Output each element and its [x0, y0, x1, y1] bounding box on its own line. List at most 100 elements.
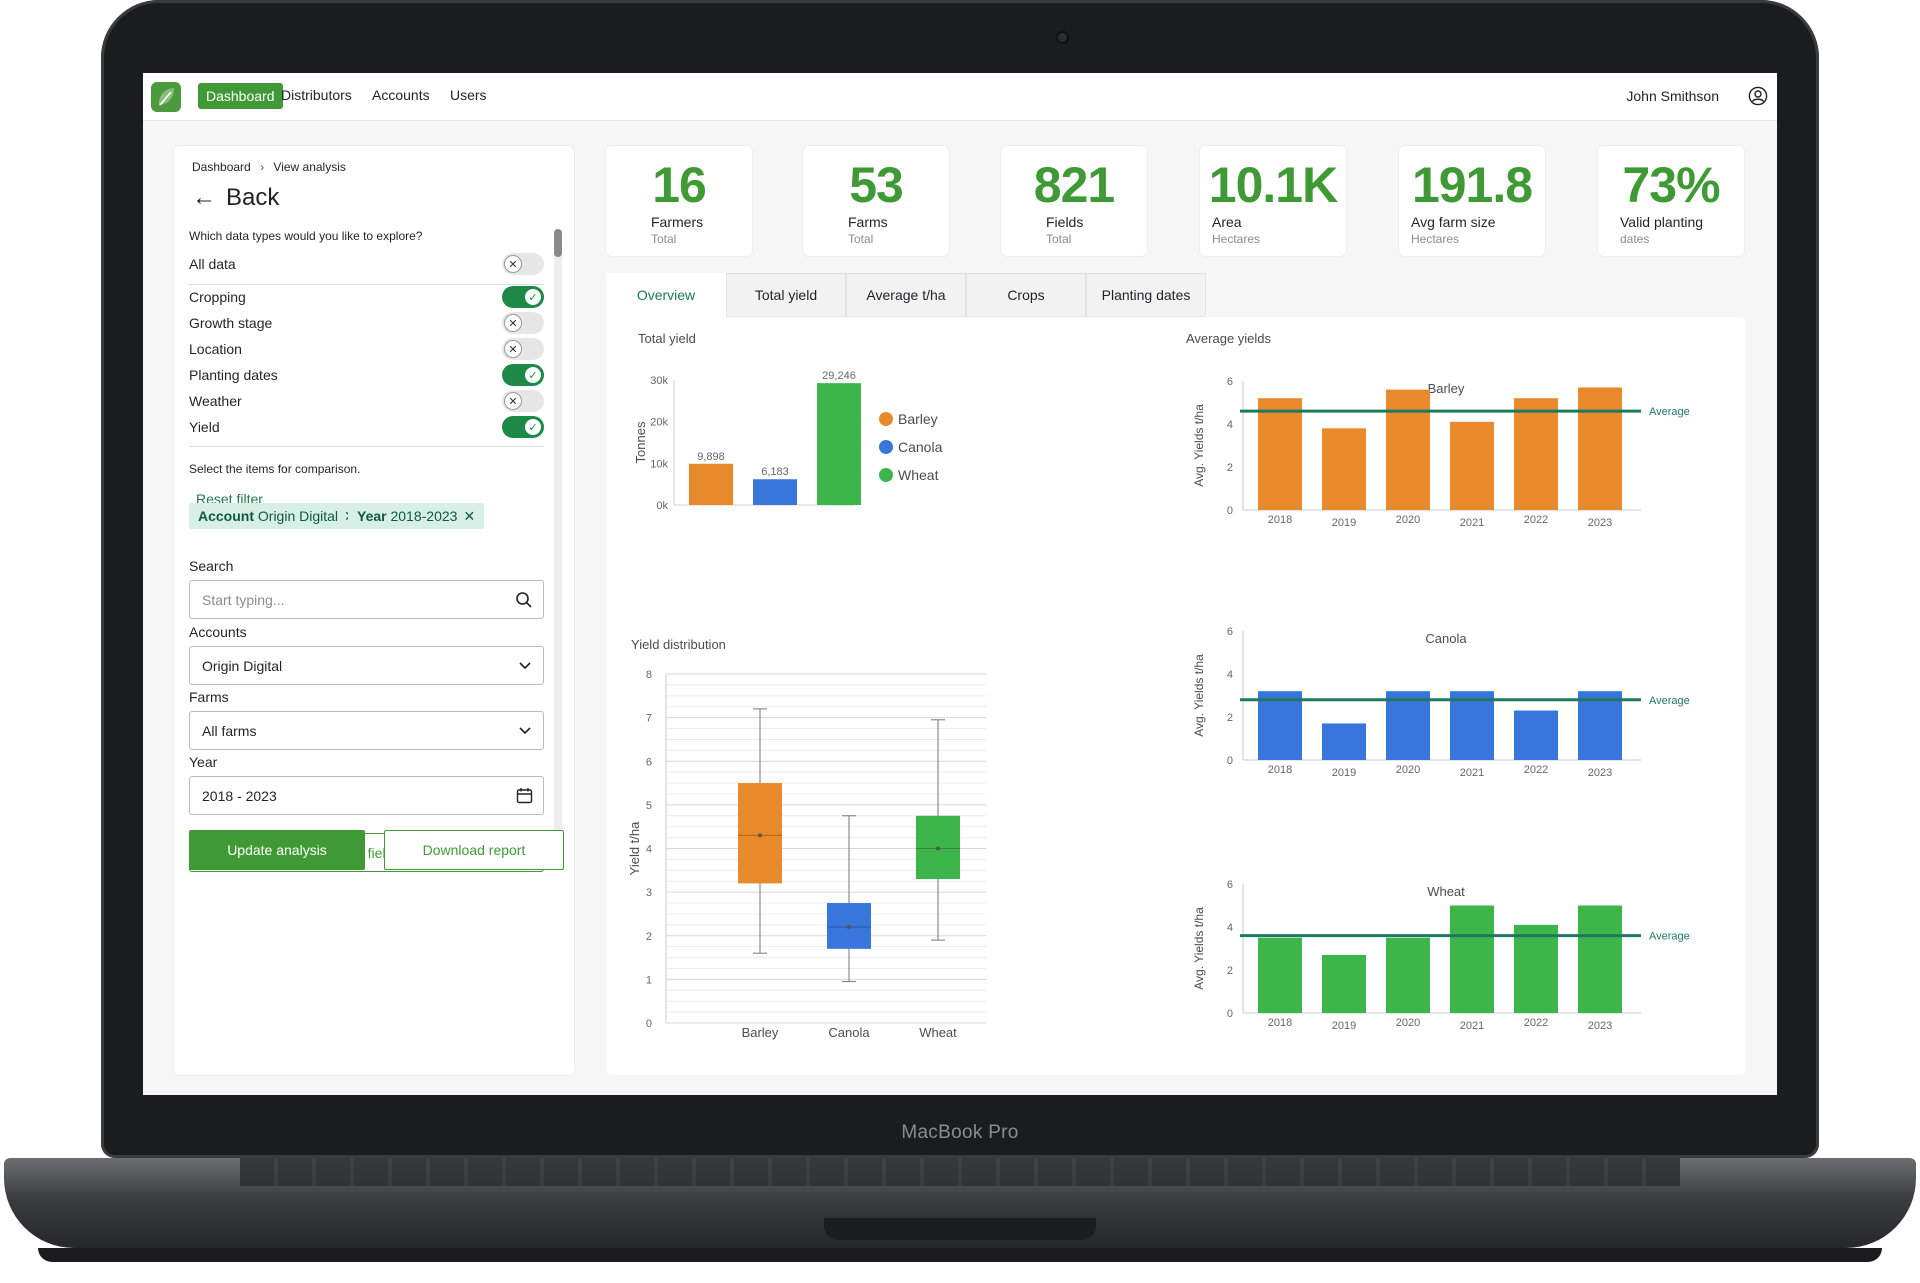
check-icon: ✓ [524, 418, 542, 436]
nav-accounts[interactable]: Accounts [372, 87, 430, 103]
y-tick-label: 6 [1227, 626, 1233, 638]
bar-2020 [1386, 389, 1430, 510]
kpi-card-area: 10.1K Area Hectares [1200, 146, 1346, 256]
kpi-subtitle: dates [1620, 232, 1650, 246]
user-avatar-icon[interactable] [1748, 86, 1768, 106]
legend-swatch-canola [879, 440, 893, 454]
tab-total-yield[interactable]: Total yield [726, 273, 846, 317]
accounts-select[interactable]: Origin Digital [189, 646, 544, 685]
back-button[interactable]: ← Back [192, 184, 279, 212]
y-axis-label: Avg. Yields t/ha [1192, 404, 1206, 487]
toggle-label: Planting dates [189, 367, 278, 383]
x-icon: ✕ [504, 392, 522, 410]
toggle-all-data[interactable]: ✕ [502, 253, 544, 275]
toggle-growth-stage[interactable]: ✕ [502, 312, 544, 334]
user-name[interactable]: John Smithson [1626, 88, 1719, 104]
bar-2018 [1258, 398, 1302, 510]
kpi-subtitle: Hectares [1212, 232, 1261, 246]
download-report-button[interactable]: Download report [384, 830, 564, 870]
farms-select[interactable]: All farms [189, 711, 544, 750]
toggle-location[interactable]: ✕ [502, 338, 544, 360]
bar-2019 [1322, 954, 1366, 1013]
bar-2023 [1578, 387, 1622, 510]
y-tick-label: 3 [646, 887, 652, 899]
y-tick-label: 4 [1227, 922, 1233, 934]
search-input[interactable]: Start typing... [189, 580, 544, 619]
x-icon: ✕ [504, 255, 522, 273]
tab-crops[interactable]: Crops [966, 273, 1086, 317]
toggle-planting-dates[interactable]: ✓ [502, 364, 544, 386]
legend-swatch-barley [879, 412, 893, 426]
toggle-row-weather: Weather ✕ [189, 388, 544, 414]
device-brand: MacBook Pro [901, 1122, 1019, 1143]
year-date-picker[interactable]: 2018 - 2023 [189, 776, 544, 815]
panel-scrollbar[interactable] [554, 229, 562, 869]
bar-2022 [1514, 710, 1558, 760]
nav-dashboard[interactable]: Dashboard [198, 83, 283, 109]
x-tick-label: 2018 [1268, 764, 1292, 776]
toggle-cropping[interactable]: ✓ [502, 286, 544, 308]
average-label: Average [1649, 406, 1690, 418]
bar-2022 [1514, 398, 1558, 510]
toggle-label: Weather [189, 393, 242, 409]
bar-2022 [1514, 924, 1558, 1013]
nav-users[interactable]: Users [450, 87, 487, 103]
total-yield-title: Total yield [638, 331, 696, 346]
kpi-value: 191.8 [1411, 157, 1533, 213]
toggle-weather[interactable]: ✕ [502, 390, 544, 412]
app-logo-leaf-icon[interactable] [151, 82, 181, 112]
kpi-value: 16 [652, 157, 707, 213]
filter-chip-year[interactable]: Year 2018-2023 ✕ [348, 503, 485, 529]
breadcrumb-dashboard[interactable]: Dashboard [192, 160, 251, 174]
arrow-left-icon: ← [192, 184, 216, 211]
calendar-icon [516, 788, 533, 804]
back-label: Back [226, 184, 280, 211]
toggle-label: Growth stage [189, 315, 273, 331]
bar-2020 [1386, 937, 1430, 1013]
x-tick-label: Barley [742, 1025, 779, 1040]
y-tick-label: 10k [650, 458, 668, 470]
bar-2023 [1578, 905, 1622, 1013]
year-label: Year [189, 754, 218, 770]
bar-2018 [1258, 937, 1302, 1013]
nav-distributors[interactable]: Distributors [281, 87, 352, 103]
barley-average-chart: 0 2 4 6 Avg. Yields t/ha Barley 2018 2019 2020 20… [1192, 376, 1690, 529]
kpi-subtitle: Hectares [1411, 232, 1460, 246]
tab-planting-dates[interactable]: Planting dates [1086, 273, 1206, 317]
chart-title: Wheat [1427, 884, 1465, 899]
accounts-label: Accounts [189, 624, 247, 640]
x-tick-label: 2018 [1268, 1017, 1292, 1029]
panel-scrollbar-thumb[interactable] [554, 229, 562, 257]
y-tick-label: 0 [1227, 755, 1233, 767]
kpi-card-farmers: 16 Farmers Total [606, 146, 752, 256]
close-icon[interactable]: ✕ [463, 507, 476, 524]
kpi-value: 73% [1622, 157, 1720, 213]
yield-distribution-chart: 0 1 2 3 4 5 6 7 8 Yield t/ha Barley Canola Wheat [627, 669, 986, 1040]
average-label: Average [1649, 931, 1690, 943]
y-tick-label: 0 [646, 1018, 652, 1030]
x-tick-label: 2023 [1588, 767, 1612, 779]
kpi-title: Fields [1046, 214, 1084, 230]
filter-chip-account[interactable]: Account Origin Digital ✕ [189, 503, 365, 529]
laptop-notch [824, 1218, 1096, 1240]
y-tick-label: 4 [646, 844, 652, 856]
toggle-label: Yield [189, 419, 220, 435]
bar-barley [689, 463, 733, 505]
camera-icon [1058, 33, 1067, 42]
toggle-row-location: Location ✕ [189, 336, 544, 362]
x-tick-label: 2022 [1524, 764, 1548, 776]
y-tick-label: 0 [1227, 505, 1233, 517]
bar-2019 [1322, 428, 1366, 510]
toggle-row-growth-stage: Growth stage ✕ [189, 310, 544, 336]
y-tick-label: 4 [1227, 419, 1233, 431]
y-axis-label: Yield t/ha [627, 821, 642, 875]
kpi-card-farms: 53 Farms Total [803, 146, 949, 256]
chip-value: 2018-2023 [390, 508, 458, 524]
tab-overview[interactable]: Overview [606, 273, 726, 317]
toggle-yield[interactable]: ✓ [502, 416, 544, 438]
x-tick-label: 2023 [1588, 1020, 1612, 1032]
update-analysis-button[interactable]: Update analysis [189, 830, 365, 870]
kpi-title: Farmers [651, 214, 704, 230]
tab-average-tha[interactable]: Average t/ha [846, 273, 966, 317]
mean-marker [936, 846, 940, 851]
